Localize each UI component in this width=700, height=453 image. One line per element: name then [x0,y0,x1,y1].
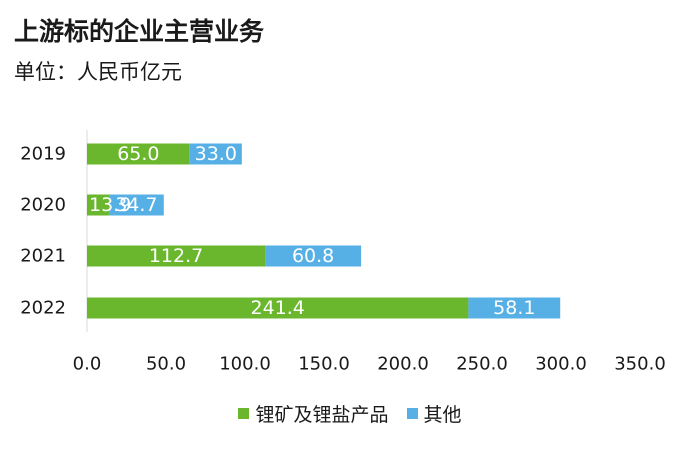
chart-title: 上游标的企业主营业务 [14,17,265,46]
x-tick-label: 150.0 [298,354,350,375]
legend-swatch-lithium [238,408,250,419]
plot-area: 2019 2020 2021 2022 65.0 33.0 13.934.7 112.7 60.… [20,130,666,375]
x-tick-label: 300.0 [535,354,587,375]
data-label: 60.8 [292,245,334,267]
bar-other [468,297,561,319]
data-label: 34.7 [115,194,157,216]
x-tick-label: 0.0 [73,354,102,375]
bar-chart: 2019 2020 2021 2022 65.0 33.0 13.934.7 112.7 60.… [20,130,666,375]
y-tick-label: 2021 [20,246,66,267]
bar-other [189,143,242,165]
chart-subtitle: 单位：人民币亿元 [14,60,182,84]
x-tick-label: 350.0 [614,354,666,375]
data-label: 58.1 [493,297,535,319]
bar-other [108,194,164,216]
x-tick-label: 200.0 [377,354,429,375]
chart-legend: 锂矿及锂盐产品 其他 [0,400,700,427]
data-label: 33.0 [195,143,237,165]
x-tick-label: 250.0 [456,354,508,375]
bar-lithium [87,194,109,216]
data-label: 241.4 [251,297,305,319]
x-tick-label: 100.0 [219,354,271,375]
x-tick-label: 50.0 [146,354,186,375]
legend-label-other: 其他 [423,404,462,426]
y-tick-label: 2020 [20,195,66,216]
y-tick-label: 2022 [20,298,66,319]
legend-item-lithium: 锂矿及锂盐产品 [238,400,388,427]
bar-lithium [87,143,190,165]
legend-swatch-other [406,408,418,419]
legend-label-lithium: 锂矿及锂盐产品 [255,404,389,426]
data-label: 13.9 [89,194,131,216]
legend-item-other: 其他 [406,400,462,427]
data-label: 65.0 [117,143,159,165]
data-label: 112.7 [149,245,203,267]
bar-lithium [87,297,469,319]
bar-lithium [87,245,266,267]
y-tick-label: 2019 [20,144,66,165]
bar-other [265,245,362,267]
